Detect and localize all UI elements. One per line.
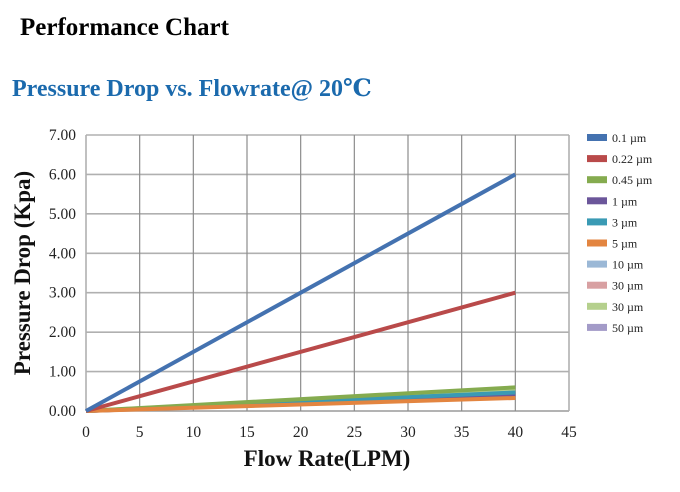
- legend-label: 0.22 µm: [612, 152, 653, 166]
- legend-swatch: [587, 197, 607, 205]
- legend-swatch: [587, 302, 607, 310]
- x-tick-label: 20: [293, 424, 309, 441]
- legend-label: 30 µm: [612, 300, 644, 314]
- y-tick-label: 5.00: [49, 206, 76, 223]
- series-line-0: [85, 172, 517, 413]
- series-line-1: [85, 290, 516, 413]
- y-tick-label: 3.00: [49, 285, 76, 302]
- series-line-5: [85, 395, 516, 413]
- x-tick-label: 10: [186, 424, 202, 441]
- y-tick-label: 4.00: [49, 245, 76, 262]
- x-axis-label: Flow Rate(LPM): [244, 446, 411, 471]
- y-tick-label: 2.00: [49, 324, 76, 341]
- legend-swatch: [587, 176, 607, 184]
- x-tick-label: 40: [508, 424, 524, 441]
- series-lines: [85, 172, 517, 413]
- x-tick-label: 0: [82, 424, 90, 441]
- legend-swatch: [587, 239, 607, 247]
- legend-label: 10 µm: [612, 258, 644, 272]
- legend-swatch: [587, 155, 607, 163]
- grid: [85, 134, 570, 412]
- legend-swatch: [587, 218, 607, 226]
- legend: 0.1 µm 0.22 µm 0.45 µm 1 µm 3 µm 5 µm 10 µm 30 …: [587, 131, 653, 335]
- legend-label: 1 µm: [612, 194, 638, 208]
- legend-swatch: [587, 281, 607, 289]
- page-title: Performance Chart: [20, 14, 229, 41]
- legend-label: 50 µm: [612, 321, 644, 335]
- legend-swatch: [587, 323, 607, 331]
- x-tick-label: 15: [239, 424, 255, 441]
- legend-swatch: [587, 260, 607, 268]
- legend-label: 30 µm: [612, 279, 644, 293]
- x-axis-ticks: 0 5 10 15 20 25 30 35 40 45: [82, 424, 577, 441]
- chart-title: Pressure Drop vs. Flowrate@ 20℃: [12, 76, 372, 102]
- x-tick-label: 25: [347, 424, 363, 441]
- x-tick-label: 5: [136, 424, 144, 441]
- y-tick-label: 0.00: [49, 403, 76, 420]
- legend-label: 0.1 µm: [612, 131, 647, 145]
- x-tick-label: 35: [454, 424, 470, 441]
- legend-swatch: [587, 134, 607, 141]
- legend-label: 5 µm: [612, 237, 638, 251]
- y-axis-ticks: 0.00 1.00 2.00 3.00 4.00 5.00 6.00 7.00: [49, 127, 76, 420]
- y-tick-label: 6.00: [49, 166, 76, 183]
- y-tick-label: 1.00: [49, 364, 76, 381]
- y-axis-label: Pressure Drop (Kpa): [10, 171, 35, 375]
- x-tick-label: 45: [561, 424, 577, 441]
- legend-label: 3 µm: [612, 215, 638, 229]
- y-tick-label: 7.00: [49, 127, 76, 144]
- legend-label: 0.45 µm: [612, 173, 653, 187]
- x-tick-label: 30: [400, 424, 416, 441]
